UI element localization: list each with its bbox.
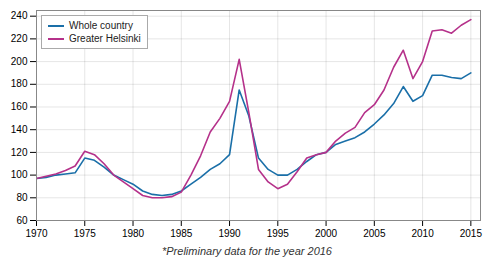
svg-text:120: 120 [11,147,28,158]
svg-text:1970: 1970 [25,228,48,239]
svg-text:1995: 1995 [267,228,290,239]
svg-text:100: 100 [11,169,28,180]
svg-text:2015: 2015 [460,228,483,239]
svg-text:140: 140 [11,124,28,135]
svg-text:2010: 2010 [411,228,434,239]
svg-text:1990: 1990 [218,228,241,239]
html-text:*Preliminary data for the year: *Preliminary data for the year 2016 [162,245,332,257]
svg-text:220: 220 [11,33,28,44]
svg-text:80: 80 [16,192,28,203]
svg-text:60: 60 [16,215,28,226]
svg-text:160: 160 [11,101,28,112]
svg-text:2005: 2005 [363,228,386,239]
svg-text:2000: 2000 [315,228,338,239]
svg-text:1985: 1985 [170,228,193,239]
svg-text:180: 180 [11,78,28,89]
html-text:Whole country: Whole country [69,20,133,31]
svg-text:1980: 1980 [122,228,145,239]
svg-text:1975: 1975 [74,228,97,239]
svg-text:200: 200 [11,56,28,67]
svg-text:240: 240 [11,10,28,21]
html-text:Greater Helsinki: Greater Helsinki [69,33,141,44]
